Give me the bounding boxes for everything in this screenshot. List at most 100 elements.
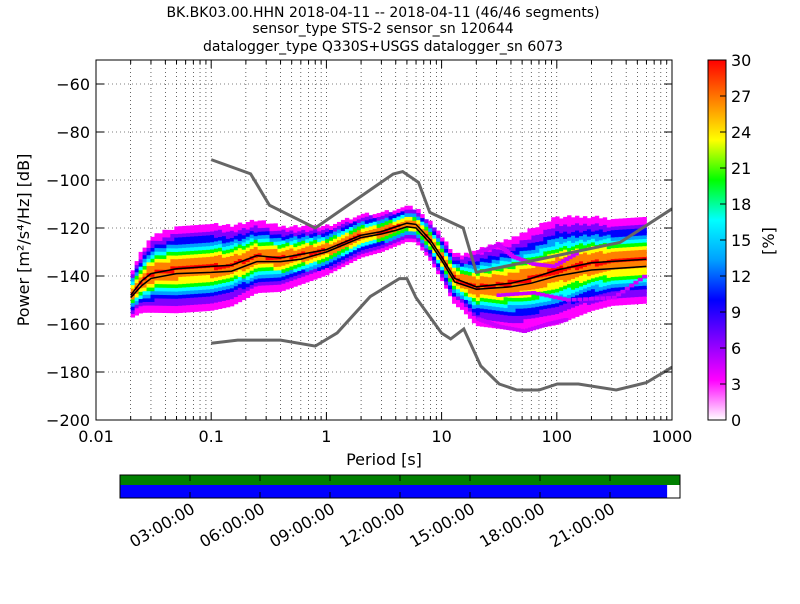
histogram-cell — [535, 227, 540, 232]
histogram-cell — [372, 239, 378, 244]
outlier-cell — [528, 261, 534, 265]
histogram-cell — [519, 247, 524, 252]
histogram-cell — [217, 272, 223, 277]
histogram-cell — [594, 287, 600, 292]
histogram-cell — [162, 305, 167, 310]
histogram-cell — [575, 276, 580, 281]
histogram-cell — [154, 233, 159, 238]
histogram-cell — [471, 276, 477, 281]
histogram-cell — [539, 309, 544, 314]
histogram-cell — [289, 248, 294, 253]
histogram-cell — [479, 279, 485, 284]
histogram-cell — [182, 233, 187, 238]
histogram-cell — [142, 301, 147, 306]
histogram-cell — [412, 223, 417, 228]
histogram-cell — [130, 288, 136, 293]
histogram-cell — [317, 266, 322, 271]
histogram-cell — [305, 256, 310, 261]
histogram-cell — [642, 245, 647, 250]
histogram-cell — [531, 245, 536, 250]
histogram-cell — [225, 292, 231, 297]
histogram-cell — [563, 310, 568, 315]
histogram-cell — [309, 277, 314, 282]
histogram-cell — [519, 265, 524, 270]
histogram-cell — [360, 246, 366, 251]
histogram-cell — [321, 240, 326, 245]
histogram-cell — [281, 254, 286, 259]
histogram-cell — [138, 259, 143, 264]
histogram-cell — [590, 216, 596, 221]
histogram-cell — [563, 224, 568, 229]
outlier-cell — [536, 324, 542, 329]
histogram-cell — [543, 283, 548, 288]
histogram-cell — [392, 210, 397, 215]
histogram-cell — [372, 217, 378, 222]
histogram-cell — [515, 275, 520, 280]
histogram-cell — [325, 224, 330, 229]
histogram-cell — [515, 311, 520, 316]
histogram-cell — [217, 236, 223, 241]
histogram-cell — [575, 312, 580, 317]
histogram-cell — [301, 254, 306, 259]
outlier-cell — [531, 262, 537, 266]
histogram-cell — [531, 231, 536, 236]
histogram-cell — [376, 231, 382, 236]
histogram-cell — [154, 301, 159, 306]
histogram-cell — [202, 285, 207, 290]
histogram-cell — [186, 261, 191, 266]
histogram-cell — [269, 248, 274, 253]
histogram-cell — [333, 241, 338, 246]
histogram-cell — [198, 246, 203, 251]
outlier-cell — [541, 263, 547, 267]
histogram-cell — [146, 247, 151, 252]
histogram-cell — [138, 305, 143, 310]
histogram-cell — [527, 250, 532, 255]
histogram-cell — [590, 252, 596, 257]
histogram-cell — [277, 287, 282, 292]
histogram-cell — [586, 218, 592, 223]
histogram-cell — [317, 234, 322, 239]
histogram-cell — [269, 277, 274, 282]
histogram-cell — [384, 210, 389, 215]
histogram-cell — [404, 209, 409, 214]
histogram-cell — [511, 311, 516, 316]
histogram-cell — [582, 216, 588, 221]
histogram-cell — [551, 303, 556, 308]
histogram-cell — [245, 290, 251, 295]
histogram-cell — [249, 288, 255, 293]
histogram-cell — [150, 258, 155, 263]
histogram-cell — [261, 281, 266, 286]
histogram-cell — [610, 255, 616, 260]
histogram-cell — [555, 234, 560, 239]
histogram-cell — [586, 290, 592, 295]
histogram-cell — [269, 266, 274, 271]
histogram-cell — [634, 235, 639, 240]
histogram-cell — [178, 226, 183, 231]
histogram-cell — [285, 231, 290, 236]
histogram-cell — [158, 254, 163, 259]
histogram-cell — [598, 286, 604, 291]
histogram-cell — [130, 306, 136, 311]
histogram-cell — [285, 281, 290, 286]
histogram-cell — [202, 231, 207, 236]
histogram-cell — [559, 315, 564, 320]
histogram-cell — [590, 270, 596, 275]
histogram-cell — [229, 230, 235, 235]
histogram-cell — [523, 304, 528, 309]
histogram-cell — [202, 292, 207, 297]
histogram-cell — [420, 246, 425, 251]
histogram-cell — [138, 273, 143, 278]
histogram-cell — [491, 295, 497, 300]
histogram-cell — [154, 247, 159, 252]
histogram-cell — [340, 241, 346, 246]
histogram-cell — [150, 261, 155, 266]
histogram-cell — [598, 250, 604, 255]
histogram-cell — [305, 228, 310, 233]
histogram-cell — [543, 308, 548, 313]
histogram-cell — [158, 280, 163, 285]
histogram-cell — [626, 279, 631, 284]
histogram-cell — [329, 240, 334, 245]
histogram-cell — [610, 287, 616, 292]
histogram-cell — [416, 230, 421, 235]
histogram-cell — [249, 248, 255, 253]
